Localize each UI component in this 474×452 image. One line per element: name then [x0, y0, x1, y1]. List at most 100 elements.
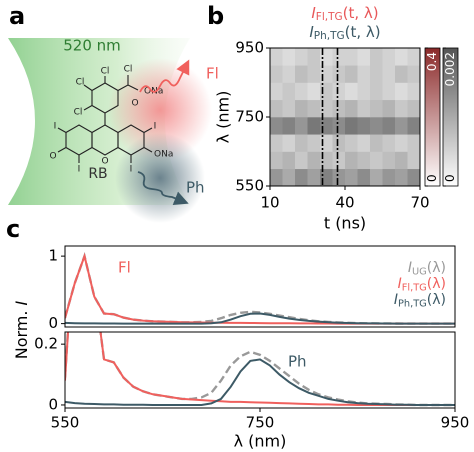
heatmap-cell: [407, 99, 421, 118]
heatmap-cell: [282, 48, 296, 66]
math-label: IUG(λ): [408, 260, 446, 278]
x-tick-label: 950: [441, 414, 470, 432]
heatmap-cell: [357, 151, 371, 170]
heatmap-cell: [295, 151, 308, 170]
label-main: I: [394, 292, 398, 308]
y-tick-label: 750: [235, 108, 264, 126]
heatmap-cell: [332, 48, 346, 66]
y-axis-label: Norm. I: [12, 300, 31, 359]
heatmap-cell: [295, 117, 308, 135]
heatmap-cell: [357, 65, 371, 83]
heatmap-cell: [382, 151, 396, 170]
heatmap-cell: [357, 134, 371, 152]
heatmap-cell: [307, 65, 321, 83]
heatmap-cell: [395, 65, 408, 83]
label-args: (λ): [427, 260, 446, 276]
heatmap-cell: [332, 117, 346, 135]
heatmap-cell: [407, 134, 421, 152]
heatmap-cell: [370, 82, 383, 101]
series-line: [65, 358, 455, 406]
heatmap-cell: [345, 168, 358, 187]
heatmap-cell: [345, 99, 358, 118]
heatmap-cell: [320, 134, 333, 152]
heatmap-cell: [407, 151, 421, 170]
heatmap-cell: [382, 65, 396, 83]
phosphorescence-label: Ph: [186, 179, 205, 197]
heatmap-cell: [295, 65, 308, 83]
label-sub: Fl,TG: [402, 283, 427, 294]
atom: I: [54, 122, 57, 132]
heatmap-cell: [270, 151, 283, 170]
heatmap-cell: [307, 168, 321, 187]
fluorescence-glow: [108, 58, 212, 162]
heatmap-cell: [370, 65, 383, 83]
heatmap-cell: [282, 65, 296, 83]
heatmap-cell: [395, 117, 408, 135]
fluorescence-arrow: [139, 59, 190, 93]
heatmap-cell: [345, 82, 358, 101]
heatmap-cell: [395, 168, 408, 187]
heatmap-cell: [332, 134, 346, 152]
y-tick-label: 550: [235, 177, 264, 195]
heatmap-cell: [307, 117, 321, 135]
phosphorescence-arrow: [137, 171, 189, 206]
heatmap-cell: [307, 99, 321, 118]
atom: Cl: [124, 65, 133, 75]
heatmap-cell: [382, 48, 396, 66]
x-tick-label: 550: [51, 414, 80, 432]
heatmap-cell: [332, 99, 346, 118]
label-sub: Ph,TG: [398, 299, 427, 310]
heatmap-cell: [395, 48, 408, 66]
heatmap-cell: [382, 117, 396, 135]
heatmap-cell: [370, 168, 383, 187]
atom: I: [154, 122, 157, 132]
heatmap-cell: [357, 82, 371, 101]
heatmap-cell: [282, 168, 296, 187]
illustration: Cl Cl Cl Cl O ONa I I I I O O ONa 520 nm…: [8, 37, 219, 223]
heatmap-cell: [270, 117, 283, 135]
label-sub: Ph,TG: [314, 30, 345, 42]
heatmap-cell: [407, 48, 421, 66]
heatmap-cell: [295, 99, 308, 118]
y-tick-label: 0: [48, 314, 58, 332]
y-tick-label: 1: [48, 247, 58, 265]
heatmap-cell: [370, 48, 383, 66]
x-axis-label: λ (nm): [234, 432, 287, 451]
heatmap-cells: [270, 48, 421, 187]
heatmap-cell: [295, 48, 308, 66]
label-main: I: [398, 276, 402, 292]
heatmap-cell: [345, 134, 358, 152]
atom: O: [101, 157, 108, 167]
heatmap-cell: [357, 48, 371, 66]
heatmap-cell: [307, 82, 321, 101]
heatmap-cell: [357, 117, 371, 135]
x-tick-label: 70: [410, 194, 429, 212]
label-main: I: [408, 260, 412, 276]
atom: I: [130, 165, 133, 175]
label-main: I: [309, 23, 314, 41]
heatmap-cell: [345, 65, 358, 83]
heatmap-cell: [332, 168, 346, 187]
y-tick-label: 950: [235, 39, 264, 57]
colorbar-tick-label: 0.002: [443, 52, 457, 86]
heatmap-cell: [382, 134, 396, 152]
heatmap-cell: [395, 82, 408, 101]
series-line: [65, 312, 455, 325]
heatmap-cell: [395, 151, 408, 170]
heatmap-cell: [357, 168, 371, 187]
atom: Cl: [74, 108, 83, 118]
colorbar-tick-label: 0: [443, 174, 457, 182]
math-label: IFl,TG(λ): [398, 276, 446, 294]
heatmap-cell: [382, 168, 396, 187]
atom: Cl: [76, 78, 85, 88]
math-label: IPh,TG(t, λ): [309, 23, 380, 42]
heatmap-cell: [332, 65, 346, 83]
heatmap-cell: [295, 134, 308, 152]
bonds: [57, 75, 153, 163]
heatmap-cell: [295, 168, 308, 187]
heatmap-cell: [295, 82, 308, 101]
heatmap-cell: [357, 99, 371, 118]
heatmap-cell: [282, 82, 296, 101]
heatmap-cell: [332, 82, 346, 101]
atom: O: [49, 152, 56, 162]
